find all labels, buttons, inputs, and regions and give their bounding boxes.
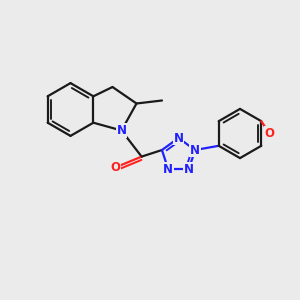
Text: N: N: [190, 143, 200, 157]
Text: N: N: [116, 124, 127, 137]
Text: N: N: [184, 163, 194, 176]
Text: N: N: [173, 131, 184, 145]
Text: O: O: [110, 161, 121, 174]
Text: N: N: [163, 163, 173, 176]
Text: O: O: [264, 127, 274, 140]
